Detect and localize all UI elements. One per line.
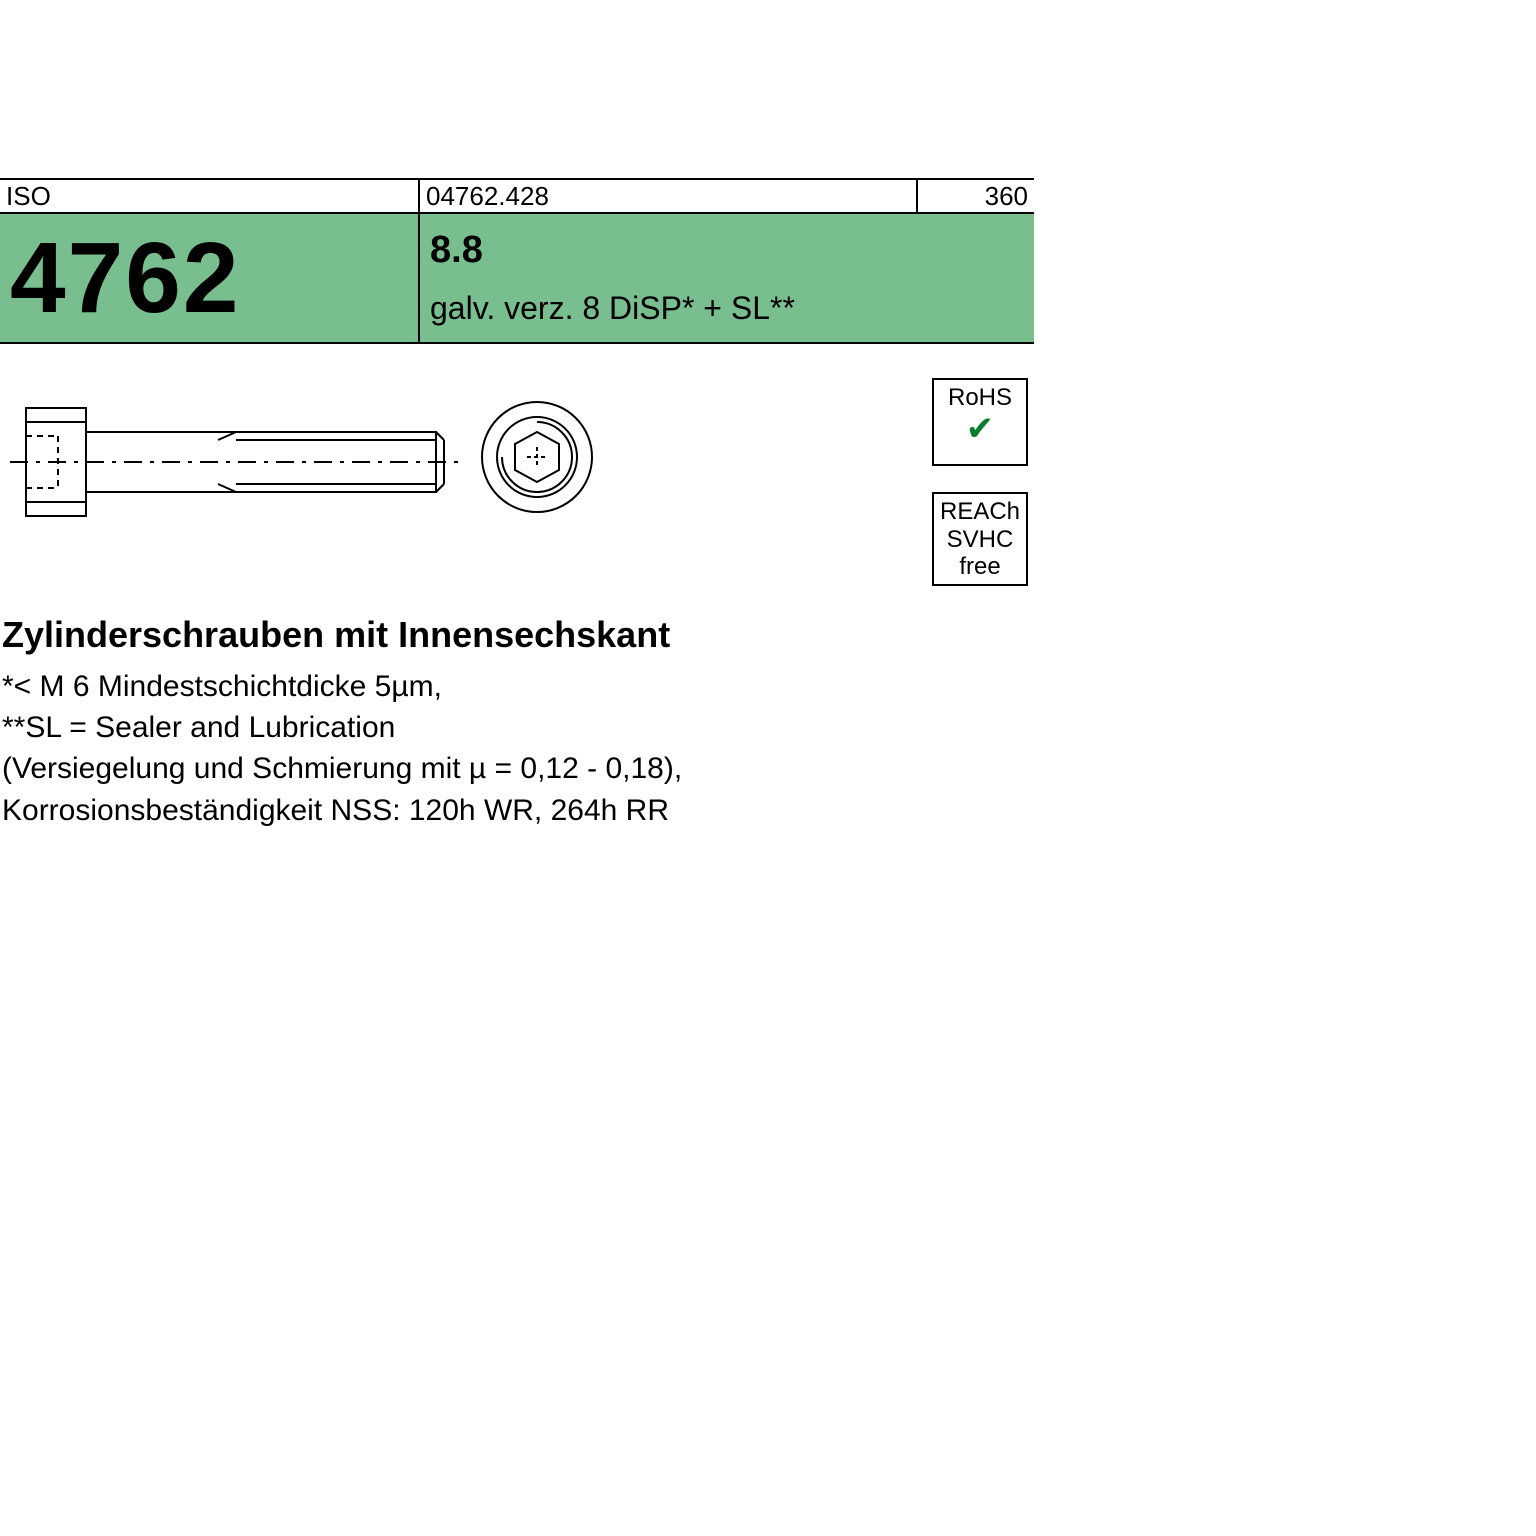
note-1: *< M 6 Mindestschichtdicke 5µm, [2,666,1028,707]
header-standard: ISO [0,180,420,212]
header-page: 360 [918,180,1034,212]
description-block: Zylinderschrauben mit Innensechskant *< … [0,610,1034,831]
bolt-front-drawing [472,392,602,522]
note-4: Korrosionsbeständigkeit NSS: 120h WR, 26… [2,790,1028,831]
header-row: ISO 04762.428 360 [0,178,1034,214]
rohs-label: RoHS [936,384,1024,412]
reach-line1: REACh [936,498,1024,526]
header-article: 04762.428 [420,180,918,212]
bolt-side-drawing [6,382,466,542]
datasheet: ISO 04762.428 360 4762 8.8 galv. verz. 8… [0,178,1034,831]
title-band: 4762 8.8 galv. verz. 8 DiSP* + SL** [0,214,1034,344]
drawing-area: RoHS ✔ REACh SVHC free [0,372,1034,602]
reach-line3: free [936,553,1024,581]
reach-line2: SVHC [936,526,1024,554]
standard-code: 4762 [10,228,240,328]
reach-badge: REACh SVHC free [932,492,1028,586]
product-title: Zylinderschrauben mit Innensechskant [2,610,1028,660]
note-3: (Versiegelung und Schmierung mit µ = 0,1… [2,748,1028,789]
check-icon: ✔ [936,412,1024,446]
note-2: **SL = Sealer and Lubrication [2,707,1028,748]
standard-code-cell: 4762 [0,214,420,342]
strength-grade: 8.8 [430,229,1034,272]
surface-finish: galv. verz. 8 DiSP* + SL** [430,290,1034,327]
grade-finish-cell: 8.8 galv. verz. 8 DiSP* + SL** [420,214,1034,342]
rohs-badge: RoHS ✔ [932,378,1028,466]
